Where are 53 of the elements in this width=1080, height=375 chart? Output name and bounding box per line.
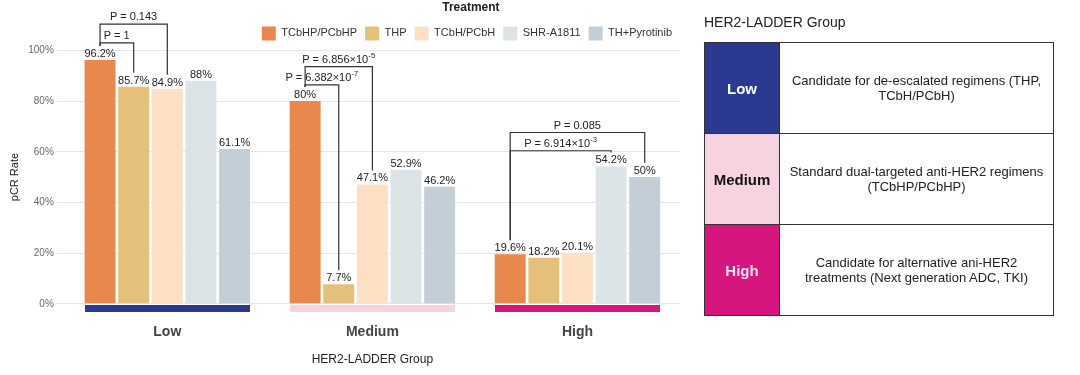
bar	[494, 254, 526, 304]
legend-label: TCbHP/PCbHP	[281, 26, 358, 39]
legend-label: SHR-A1811	[522, 26, 581, 39]
bar	[323, 284, 355, 304]
y-tick-label: 20%	[33, 246, 54, 258]
x-tick-label: Low	[153, 323, 182, 340]
x-tick-label: Medium	[345, 323, 399, 340]
data-label: 96.2%	[84, 47, 116, 60]
y-tick-label: 60%	[33, 145, 54, 157]
bar	[561, 252, 593, 304]
y-tick-label: 100%	[28, 44, 54, 56]
bar	[118, 86, 150, 304]
bar	[84, 60, 116, 304]
data-label: 61.1%	[218, 135, 251, 148]
bar	[629, 177, 661, 304]
bar	[424, 186, 456, 304]
data-label: 80%	[294, 88, 317, 101]
annotation: P = 0.085	[553, 118, 601, 131]
y-tick-label: 80%	[33, 94, 54, 106]
legend-label: THP	[384, 26, 407, 39]
bar	[356, 184, 388, 304]
data-label: 54.2%	[595, 153, 627, 166]
x-tick-label: High	[561, 323, 594, 340]
data-label: 88%	[189, 67, 213, 80]
data-label: 46.2%	[424, 173, 456, 186]
bar	[289, 101, 321, 304]
text: Medium	[704, 133, 780, 225]
data-label: 52.9%	[390, 156, 422, 169]
text: HER2-LADDER Group	[704, 14, 847, 30]
legend-title: Treatment	[442, 0, 500, 15]
bar	[151, 88, 183, 304]
text: P = 0.143	[109, 10, 158, 23]
y-tick-label: 0%	[39, 297, 54, 309]
data-label: 19.6%	[494, 241, 527, 254]
legend-label: TH+Pyrotinib	[608, 26, 673, 39]
text: Candidate for alternative ani-HER2 treatments (Next generation ADC, TKI)	[779, 224, 1054, 316]
legend-label: TCbH/PCbH	[434, 26, 496, 39]
text: Low	[704, 42, 780, 134]
text: Standard dual-targeted anti-HER2 regimens (TCbHP/PCbHP)	[779, 133, 1054, 225]
data-label: 84.9%	[151, 75, 184, 88]
data-label: 7.7%	[326, 271, 352, 284]
text: P = 1	[103, 28, 130, 41]
data-label: 20.1%	[561, 239, 594, 252]
y-axis-title: pCR Rate	[7, 152, 20, 202]
x-axis-title: HER2-LADDER Group	[311, 352, 434, 367]
y-tick-label: 40%	[33, 196, 54, 208]
bar	[528, 257, 560, 304]
text: Candidate for de-escalated regimens (THP, TCbH/PCbH)	[779, 42, 1054, 134]
data-label: 50%	[633, 164, 656, 177]
data-label: 18.2%	[528, 244, 560, 257]
bar	[219, 148, 251, 304]
data-label: 47.1%	[356, 171, 389, 184]
data-label: 85.7%	[118, 73, 150, 86]
